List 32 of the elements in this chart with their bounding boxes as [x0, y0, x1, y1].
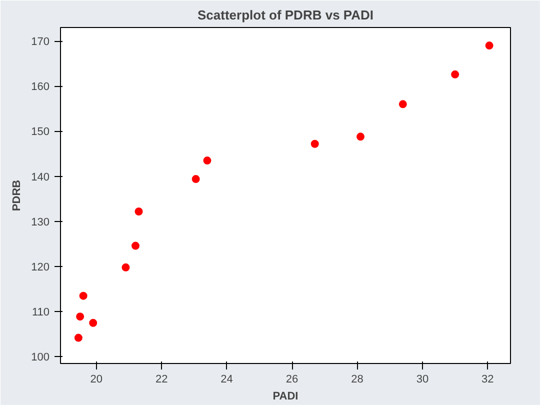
point	[132, 242, 140, 250]
chart-title: Scatterplot of PDRB vs PADI	[197, 8, 374, 22]
x-tick-label: 22	[155, 374, 168, 386]
y-tick-label: 100	[31, 352, 50, 364]
point	[89, 318, 98, 327]
y-tick-label: 140	[31, 171, 50, 184]
point	[74, 334, 82, 342]
x-tick-label: 20	[90, 374, 102, 386]
point	[76, 312, 84, 321]
point	[356, 132, 364, 141]
x-tick-label: 32	[482, 374, 494, 386]
point	[79, 292, 88, 300]
x-tick-label: 30	[416, 374, 429, 386]
point	[485, 42, 494, 50]
y-tick-label: 110	[32, 306, 50, 319]
x-tick-label: 28	[351, 374, 364, 386]
y-tick-label: 160	[31, 81, 50, 94]
x-tick-label: 24	[220, 374, 233, 386]
x-axis-title: PADI	[272, 390, 298, 402]
point	[310, 140, 319, 148]
y-tick-label: 150	[31, 126, 50, 138]
point	[192, 175, 200, 184]
y-axis-title: PDRB	[11, 180, 24, 212]
y-tick-label: 170	[31, 36, 50, 48]
x-tick-label: 26	[286, 374, 298, 386]
y-tick-label: 120	[31, 262, 50, 274]
point	[203, 156, 212, 165]
point	[451, 70, 460, 78]
y-tick-label: 130	[31, 216, 50, 228]
point	[134, 208, 143, 216]
point	[398, 100, 407, 108]
point	[122, 263, 130, 272]
